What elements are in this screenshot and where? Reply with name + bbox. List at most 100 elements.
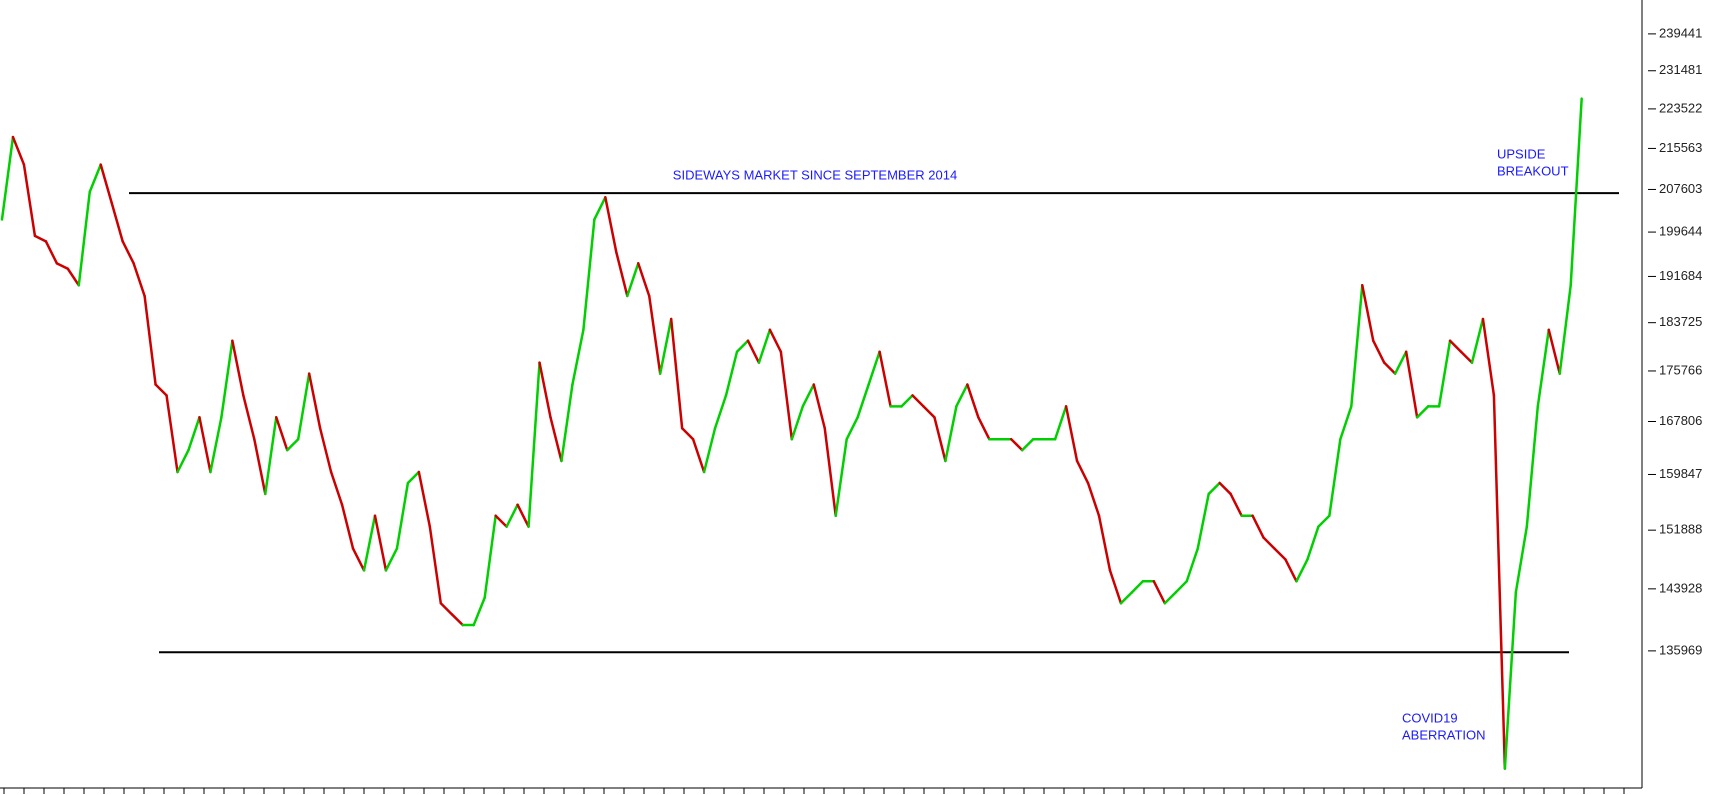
price-segment (1064, 405, 1079, 463)
price-segment (406, 470, 421, 485)
y-tick-label: 143928 (1659, 580, 1702, 595)
price-segment (22, 163, 37, 238)
price-segment (351, 547, 366, 572)
price-segment (231, 339, 245, 397)
price-segment (110, 201, 124, 243)
price-segment (757, 328, 772, 364)
price-segment (329, 470, 344, 506)
y-tick-label: 151888 (1659, 522, 1702, 537)
price-segment (1525, 405, 1540, 528)
price-segment (1295, 558, 1309, 583)
price-segment (1207, 481, 1221, 496)
annotation: SIDEWAYS MARKET SINCE SEPTEMBER 2014 (673, 167, 957, 182)
price-segment (1097, 514, 1112, 572)
price-segment (1339, 405, 1353, 441)
price-segment (516, 503, 530, 528)
price-segment (1350, 284, 1364, 408)
annotation: ABERRATION (1402, 727, 1486, 742)
price-segment (527, 361, 541, 528)
price-segment (1284, 558, 1298, 583)
price-segment (582, 218, 596, 332)
price-segment (439, 601, 454, 616)
price-segment (1481, 317, 1496, 397)
price-segment (1306, 525, 1320, 561)
price-segment (209, 416, 223, 474)
price-segment (669, 317, 684, 430)
price-segment (1503, 591, 1518, 770)
price-segment (253, 437, 267, 496)
price-segment (1415, 405, 1430, 419)
price-segment (1437, 339, 1452, 408)
y-tick-label: 231481 (1659, 62, 1702, 77)
price-segment (823, 426, 837, 517)
price-segment (1009, 437, 1024, 452)
price-segment (340, 503, 355, 550)
price-segment (1372, 339, 1386, 364)
price-segment (1514, 525, 1529, 594)
price-segment (1404, 350, 1419, 419)
price-segment (176, 448, 190, 474)
price-segment (505, 503, 519, 528)
price-segment (1086, 481, 1101, 517)
price-segment (746, 339, 761, 364)
price-segment (66, 267, 81, 287)
price-segment (88, 163, 102, 194)
price-segment (395, 481, 410, 550)
price-segment (658, 317, 673, 375)
annotation: COVID19 (1402, 710, 1458, 725)
price-segment (1218, 481, 1232, 496)
price-segment (307, 372, 322, 430)
price-segment (768, 328, 783, 354)
price-segment (198, 416, 212, 474)
price-segment (121, 240, 135, 265)
price-segment (1470, 317, 1485, 364)
annotation: BREAKOUT (1497, 163, 1569, 178)
price-segment (1196, 492, 1210, 550)
price-segment (450, 612, 464, 627)
price-segment (1393, 350, 1408, 375)
price-segment (318, 426, 333, 474)
price-segment (1108, 569, 1123, 605)
price-segment (1459, 350, 1474, 364)
price-segment (538, 361, 552, 419)
price-segment (1053, 405, 1068, 441)
y-tick-label: 239441 (1659, 25, 1702, 40)
price-segment (11, 135, 26, 166)
price-segment (1020, 437, 1035, 452)
price-segment (1558, 284, 1572, 375)
price-segment (44, 240, 59, 265)
price-segment (647, 294, 662, 375)
price-segment (560, 383, 574, 463)
price-segment (362, 514, 377, 572)
price-segment (472, 596, 486, 627)
price-segment (637, 262, 651, 298)
price-segment (1251, 514, 1265, 539)
price-segment (933, 416, 947, 463)
price-segment (1130, 580, 1145, 594)
price-segment (856, 383, 870, 419)
price-segment (428, 525, 443, 605)
price-segment (1536, 328, 1551, 408)
annotation: UPSIDE (1497, 146, 1546, 161)
price-segment (812, 383, 826, 430)
y-tick-label: 175766 (1659, 362, 1702, 377)
price-segment (977, 416, 991, 441)
price-segment (275, 416, 289, 452)
price-segment (1163, 591, 1178, 605)
price-segment (801, 383, 816, 408)
price-segment (1328, 437, 1342, 517)
price-segment (1262, 536, 1276, 550)
price-segment (165, 394, 179, 474)
price-segment (911, 394, 925, 408)
price-segment (713, 394, 728, 430)
price-segment (417, 470, 432, 528)
price-segment (143, 294, 157, 386)
price-segment (1273, 547, 1287, 561)
price-segment (242, 394, 256, 441)
price-segment (296, 372, 311, 441)
price-segment (922, 405, 936, 419)
y-tick-label: 207603 (1659, 181, 1702, 196)
price-segment (220, 339, 234, 419)
